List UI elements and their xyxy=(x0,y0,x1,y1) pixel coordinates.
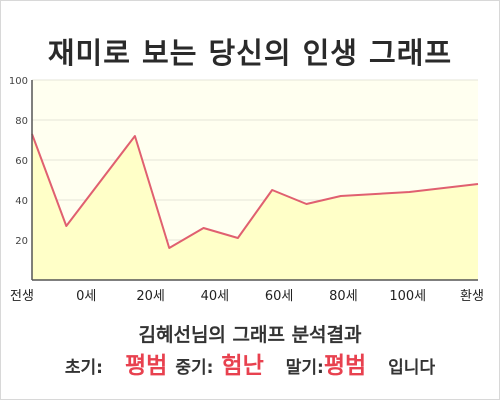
x-tick-label: 20세 xyxy=(136,289,165,304)
y-tick-label: 60 xyxy=(15,156,28,167)
y-tick-label: 20 xyxy=(15,236,28,247)
y-tick-label: 40 xyxy=(15,196,28,207)
late-label: 말기: xyxy=(285,358,324,378)
x-tick-label: 40세 xyxy=(201,289,230,304)
series-line xyxy=(31,133,479,249)
x-tick-label: 60세 xyxy=(265,289,294,304)
mid-value: 험난 xyxy=(221,353,264,379)
result-suffix: 입니다 xyxy=(388,358,436,378)
x-tick-label: 환생 xyxy=(460,289,484,304)
analysis-subtitle: 김혜선님의 그래프 분석결과 xyxy=(138,324,362,346)
y-tick-label: 100 xyxy=(9,76,28,87)
mid-label: 중기: xyxy=(175,358,214,378)
x-tick-label: 0세 xyxy=(76,289,96,304)
early-value: 평범 xyxy=(125,353,168,379)
chart-title: 재미로 보는 당신의 인생 그래프 xyxy=(47,36,453,70)
late-value: 평범 xyxy=(323,353,367,379)
area-fill xyxy=(32,134,478,280)
x-tick-label: 전생 xyxy=(10,289,34,304)
x-tick-label: 80세 xyxy=(329,289,358,304)
x-tick-label: 100세 xyxy=(389,289,426,304)
y-tick-label: 80 xyxy=(15,116,28,127)
early-label: 초기: xyxy=(64,358,103,378)
analysis-result: 초기: 평범 중기: 험난 말기:평범 입니다 xyxy=(0,346,500,380)
